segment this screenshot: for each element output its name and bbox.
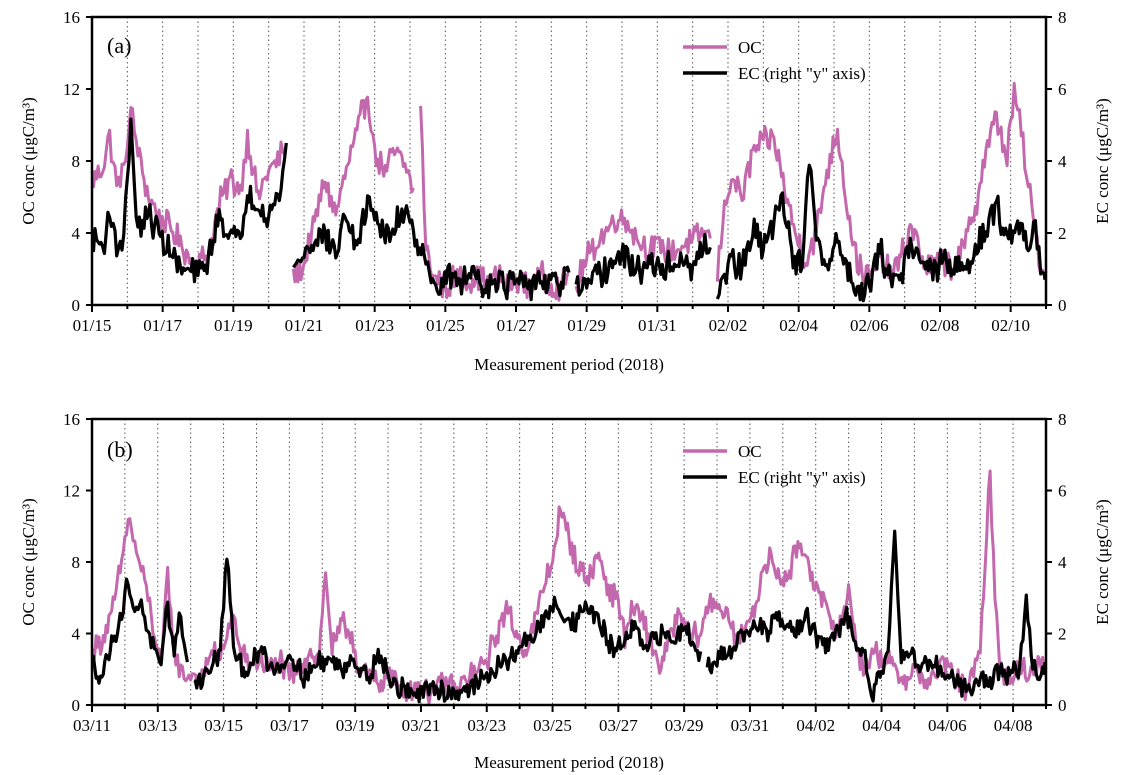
xtick-label: 04/06	[928, 716, 967, 735]
ytick-left-label: 16	[63, 8, 80, 27]
chart-panel-a: 0 4 8 12 16 0 2 4 6 8 01/15 01/17 01/19 01/21 01/23 01/…	[19, 8, 1112, 374]
y-axis-title-left: OC conc (μgC/m³)	[19, 97, 38, 225]
ec-series-line	[705, 529, 1047, 703]
ytick-left-label: 4	[72, 625, 81, 644]
xtick-label: 03/31	[731, 716, 770, 735]
ytick-right-label: 2	[1058, 224, 1067, 243]
xtick-label: 03/29	[665, 716, 704, 735]
ec-series-line	[715, 163, 1047, 303]
xtick-label: 01/31	[638, 316, 677, 335]
xtick-label: 01/25	[426, 316, 465, 335]
xtick-label: 02/06	[850, 316, 889, 335]
xtick-label: 04/02	[796, 716, 835, 735]
legend-label-oc: OC	[738, 38, 762, 57]
ytick-left-label: 8	[72, 152, 81, 171]
oc-series-line	[91, 106, 288, 275]
xtick-label: 04/04	[862, 716, 901, 735]
xtick-label: 03/25	[533, 716, 572, 735]
ec-series-line	[91, 117, 288, 284]
oc-series-line	[715, 81, 1047, 286]
legend-label-ec: EC (right "y" axis)	[738, 468, 866, 487]
xtick-label: 03/23	[467, 716, 506, 735]
ec-series-line	[292, 194, 571, 302]
xtick-label: 01/19	[214, 316, 253, 335]
xtick-label: 01/17	[143, 316, 182, 335]
legend-label-ec: EC (right "y" axis)	[738, 64, 866, 83]
ytick-left-label: 16	[63, 410, 80, 429]
y-axis-title-right: EC conc (μgC/m³)	[1093, 98, 1112, 224]
xtick-label: 04/08	[994, 716, 1033, 735]
xtick-label: 01/15	[73, 316, 112, 335]
x-axis-title: Measurement period (2018)	[474, 753, 664, 772]
ytick-right-label: 8	[1058, 410, 1067, 429]
xtick-label: 03/13	[138, 716, 177, 735]
xtick-label: 01/21	[285, 316, 324, 335]
xtick-label: 03/11	[73, 716, 111, 735]
xtick-label: 01/27	[497, 316, 536, 335]
y-axis-title-left: OC conc (μgC/m³)	[19, 498, 38, 626]
ytick-right-label: 0	[1058, 696, 1067, 715]
ytick-left-label: 0	[72, 296, 81, 315]
ytick-left-label: 4	[72, 224, 81, 243]
xtick-label: 01/23	[355, 316, 394, 335]
ytick-left-label: 0	[72, 696, 81, 715]
chart-panel-b: 0 4 8 12 16 0 2 4 6 8 03/11 03/13 03/15 03/17 03/19 03/…	[19, 410, 1112, 772]
ec-series-line	[91, 577, 189, 685]
ec-series-line	[193, 557, 703, 704]
xtick-label: 03/17	[270, 716, 309, 735]
xtick-label: 03/27	[599, 716, 638, 735]
ytick-right-label: 2	[1058, 625, 1067, 644]
x-axis-title: Measurement period (2018)	[474, 355, 664, 374]
y-axis-title-right: EC conc (μgC/m³)	[1093, 499, 1112, 625]
xtick-label: 03/21	[402, 716, 441, 735]
ytick-left-label: 12	[63, 482, 80, 501]
ytick-right-label: 0	[1058, 296, 1067, 315]
ytick-left-label: 8	[72, 553, 81, 572]
oc-series-line	[91, 469, 1047, 705]
xtick-label: 02/04	[779, 316, 818, 335]
xtick-label: 02/10	[991, 316, 1030, 335]
legend-label-oc: OC	[738, 442, 762, 461]
ytick-right-label: 6	[1058, 482, 1067, 501]
xtick-label: 03/15	[204, 716, 243, 735]
xtick-label: 02/08	[921, 316, 960, 335]
panel-label: (a)	[107, 33, 131, 58]
ytick-left-label: 12	[63, 80, 80, 99]
xtick-label: 01/29	[567, 316, 606, 335]
ytick-right-label: 4	[1058, 553, 1067, 572]
ytick-right-label: 6	[1058, 80, 1067, 99]
oc-series-line	[291, 95, 415, 284]
panel-label: (b)	[107, 437, 133, 462]
oc-series-line	[574, 208, 712, 294]
xtick-label: 03/19	[336, 716, 375, 735]
ytick-right-label: 4	[1058, 152, 1067, 171]
ec-series-line	[574, 232, 712, 297]
ytick-right-label: 8	[1058, 8, 1067, 27]
oc-series-line	[419, 105, 570, 302]
xtick-label: 02/02	[709, 316, 748, 335]
